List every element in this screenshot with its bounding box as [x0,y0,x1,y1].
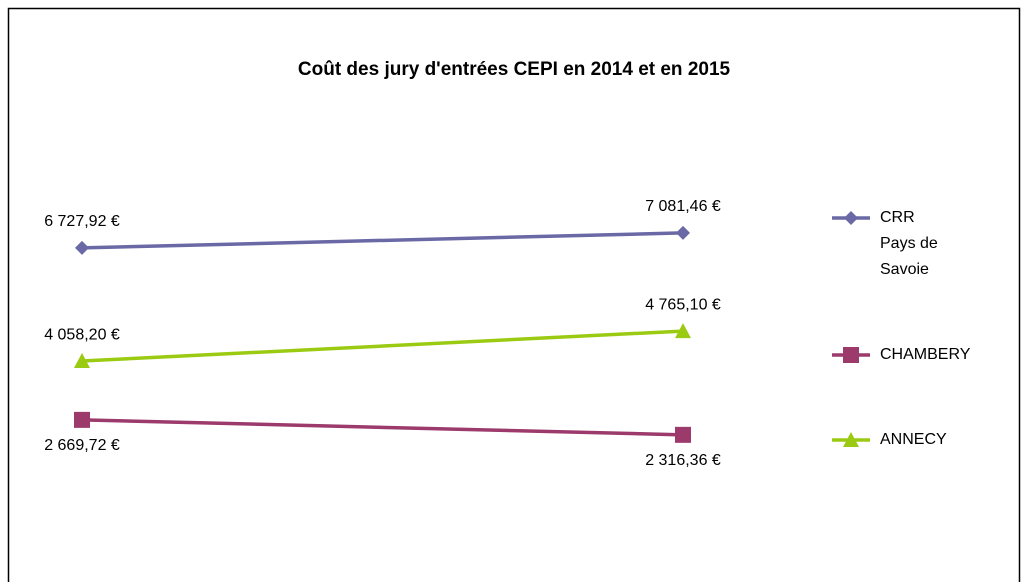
legend-marker [844,211,858,225]
point-marker [675,323,691,339]
legend-marker [843,347,859,363]
series-line [81,418,684,437]
data-label: 2 316,36 € [645,452,721,469]
series-line [81,329,684,363]
data-label: 4 765,10 € [645,296,721,313]
series-line [81,231,684,250]
chart-title: Coût des jury d'entrées CEPI en 2014 et … [298,59,731,80]
point-marker [74,411,90,428]
data-label: 6 727,92 € [44,213,120,230]
point-marker [75,240,89,255]
legend-label: ANNECY [880,431,947,448]
data-label: 2 669,72 € [44,437,120,454]
point-marker [74,353,90,369]
point-marker [676,225,690,240]
point-marker [675,426,691,443]
legend-marker [843,432,859,447]
legend-label: CRR Pays de Savoie [880,209,938,278]
legend-label: CHAMBERY [880,346,971,363]
data-label: 7 081,46 € [645,198,721,215]
data-label: 4 058,20 € [44,326,120,343]
chart-border [7,7,1021,582]
